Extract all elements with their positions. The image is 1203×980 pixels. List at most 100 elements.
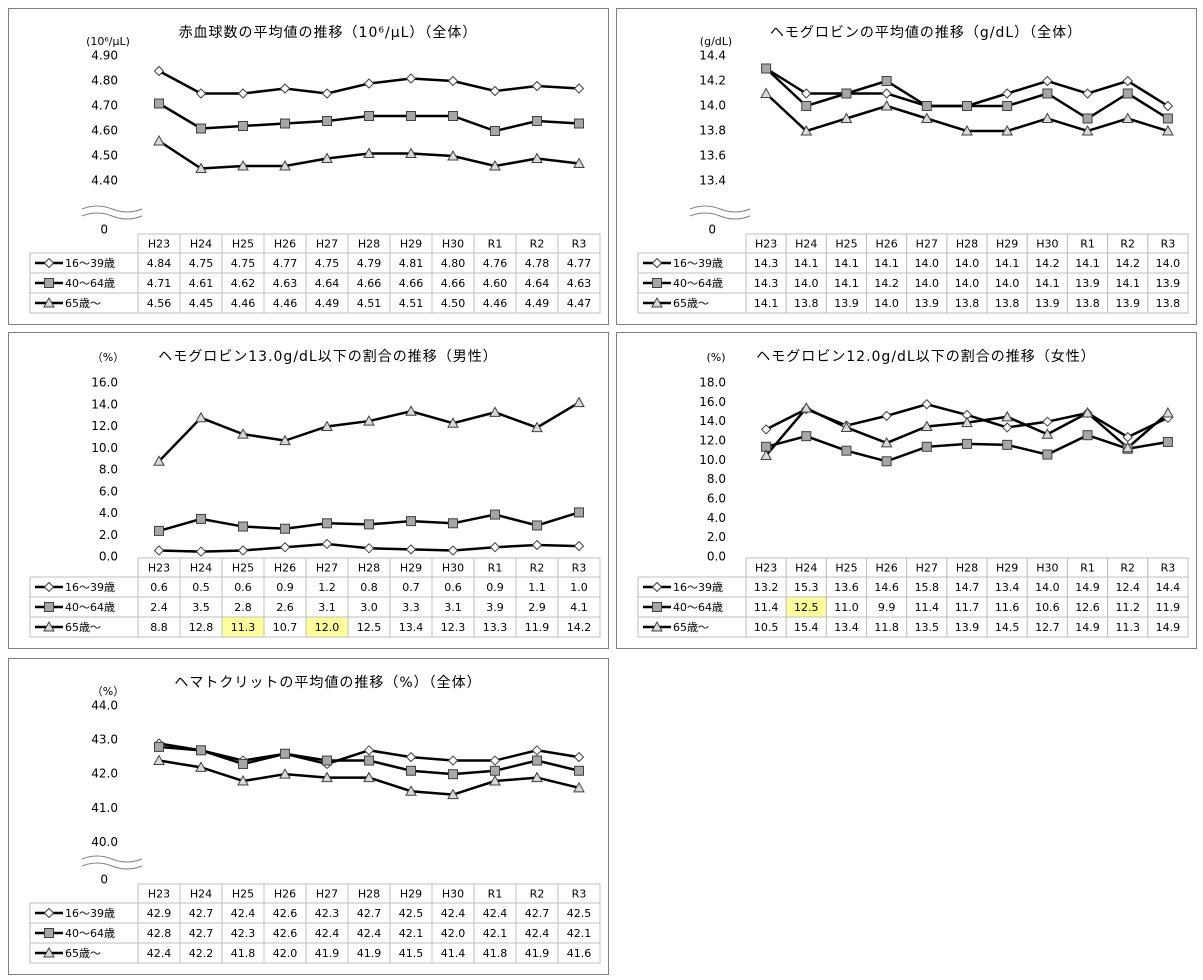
data-point: [363, 771, 375, 783]
data-point: [801, 88, 812, 99]
data-point: [195, 761, 207, 772]
value-label: 11.3: [1115, 621, 1140, 634]
legend-marker: [651, 257, 663, 269]
y-tick-label: 13.6: [699, 149, 726, 163]
data-point: [489, 755, 501, 766]
data-point: [363, 78, 375, 89]
data-point: [405, 73, 417, 84]
value-label: 13.9: [1075, 277, 1100, 290]
data-point: [237, 159, 249, 171]
y-tick-label: 0: [100, 223, 108, 237]
value-label: 14.2: [567, 621, 592, 634]
legend-marker: [44, 602, 54, 612]
data-point: [195, 88, 207, 99]
x-tick-label: H30: [442, 562, 464, 575]
chart-panel: 赤血球数の平均値の推移（10⁶/μL）（全体） (10⁶/μL) 4.40 4.50 4…: [8, 8, 609, 325]
value-label: 14.0: [1035, 581, 1060, 594]
data-point: [280, 748, 290, 759]
value-label: 4.1: [570, 601, 588, 614]
data-point: [1042, 88, 1053, 99]
x-tick-label: R1: [488, 562, 503, 575]
value-label: 4.66: [399, 277, 424, 290]
y-tick-label: 8.0: [99, 463, 118, 477]
x-tick-label: R2: [530, 562, 545, 575]
data-point: [881, 456, 892, 467]
value-label: 41.6: [567, 947, 592, 960]
data-point: [573, 83, 585, 94]
y-tick-label: 2.0: [99, 528, 118, 542]
legend-label: 16～39歳: [65, 907, 115, 920]
value-label: 4.79: [357, 257, 382, 270]
x-tick-label: H23: [148, 562, 170, 575]
chart-panel: ヘモグロビン12.0g/dL以下の割合の推移（女性） (%) 0.0 2.0 4.0 6.…: [616, 332, 1197, 649]
value-label: 1.0: [570, 581, 588, 594]
value-label: 12.7: [1035, 621, 1060, 634]
value-label: 1.2: [318, 581, 336, 594]
data-point: [153, 455, 165, 466]
data-point: [196, 123, 206, 134]
data-point: [447, 545, 459, 556]
x-tick-label: R2: [1120, 238, 1135, 251]
value-label: 3.9: [486, 601, 504, 614]
data-point: [363, 543, 375, 554]
y-tick-label: 4.90: [91, 49, 118, 63]
x-tick-label: H25: [232, 238, 254, 251]
legend-label: 65歳～: [65, 621, 101, 634]
data-point: [881, 76, 892, 86]
value-label: 11.3: [231, 621, 256, 634]
data-point: [880, 99, 893, 111]
y-tick-label: 41.0: [91, 801, 118, 815]
value-label: 14.3: [754, 277, 779, 290]
axis-break: [81, 855, 143, 863]
x-tick-label: R2: [1120, 562, 1135, 575]
data-point: [531, 745, 543, 756]
chart-title: ヘマトクリットの平均値の推移（%）（全体）: [174, 675, 481, 691]
data-point: [1081, 124, 1094, 136]
data-point: [195, 162, 207, 173]
x-tick-label: H27: [316, 888, 338, 901]
value-label: 4.66: [441, 277, 466, 290]
data-point: [1082, 88, 1093, 99]
x-tick-label: H30: [442, 888, 464, 901]
value-label: 9.9: [878, 601, 896, 614]
y-axis-unit: (10⁶/μL): [86, 35, 130, 48]
data-point: [961, 124, 973, 136]
legend-marker: [43, 907, 55, 919]
y-tick-label: 4.0: [99, 506, 118, 520]
x-tick-label: H25: [835, 562, 857, 575]
value-label: 0.9: [276, 581, 294, 594]
data-point: [532, 755, 542, 766]
data-point: [364, 755, 374, 766]
value-label: 11.7: [955, 601, 980, 614]
value-label: 2.8: [234, 601, 252, 614]
data-point: [962, 438, 972, 449]
legend-label: 65歳～: [65, 947, 101, 960]
x-tick-label: H29: [996, 238, 1018, 251]
data-point: [840, 421, 853, 432]
value-label: 3.0: [360, 601, 378, 614]
data-point: [1122, 75, 1133, 87]
value-label: 4.84: [147, 257, 172, 270]
data-point: [962, 101, 972, 111]
value-label: 42.7: [189, 927, 214, 940]
data-point: [406, 111, 416, 121]
x-tick-label: H29: [400, 562, 422, 575]
value-label: 42.4: [147, 947, 172, 960]
value-label: 13.8: [1075, 297, 1100, 310]
x-tick-label: H25: [835, 238, 857, 251]
chart-panel: ヘモグロビン13.0g/dL以下の割合の推移（男性） （%） 0.0 2.0 4.0 6.…: [8, 332, 609, 649]
data-point: [321, 771, 333, 783]
data-point: [800, 402, 813, 413]
data-point: [237, 545, 249, 556]
data-point: [489, 542, 501, 553]
legend-label: 40～64歳: [673, 601, 723, 614]
x-tick-label: H28: [358, 888, 380, 901]
x-tick-label: R3: [572, 888, 587, 901]
y-axis-unit: （%）: [92, 685, 124, 698]
data-point: [1122, 431, 1133, 443]
data-point: [196, 745, 206, 756]
value-label: 14.1: [1115, 277, 1140, 290]
value-label: 4.61: [189, 277, 214, 290]
value-label: 42.1: [567, 927, 592, 940]
x-tick-label: H27: [916, 238, 938, 251]
